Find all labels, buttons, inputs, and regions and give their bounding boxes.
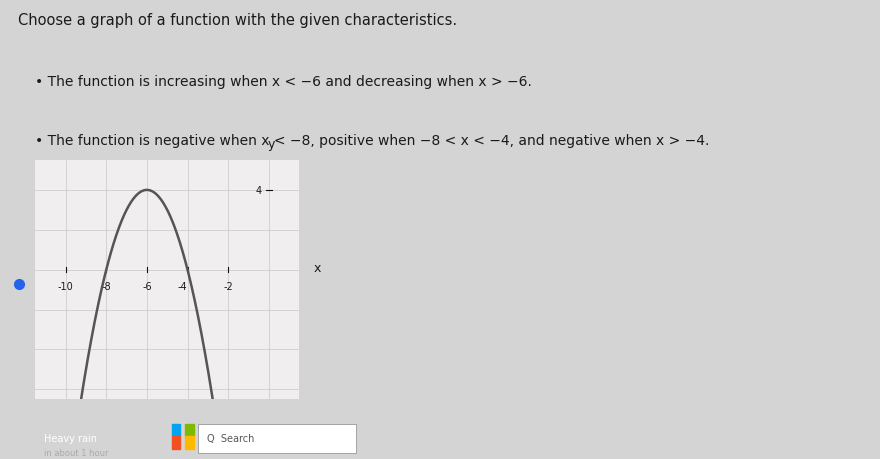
Text: -2: -2 <box>224 281 233 291</box>
Text: -8: -8 <box>101 281 111 291</box>
Bar <box>172 424 180 436</box>
Bar <box>185 424 194 436</box>
Text: Choose a graph of a function with the given characteristics.: Choose a graph of a function with the gi… <box>18 12 457 28</box>
Text: 4: 4 <box>255 185 261 196</box>
Text: -4: -4 <box>178 281 187 291</box>
Text: x: x <box>313 262 321 274</box>
Bar <box>172 436 180 449</box>
Text: • The function is increasing when x < −6 and decreasing when x > −6.: • The function is increasing when x < −6… <box>35 75 532 89</box>
Text: y: y <box>268 138 275 151</box>
Text: -6: -6 <box>142 281 151 291</box>
Text: Q  Search: Q Search <box>207 433 254 443</box>
Bar <box>198 424 356 453</box>
Text: -10: -10 <box>58 281 74 291</box>
Text: Heavy rain: Heavy rain <box>44 433 97 443</box>
Text: in about 1 hour: in about 1 hour <box>44 448 108 457</box>
Text: • The function is negative when x < −8, positive when −8 < x < −4, and negative : • The function is negative when x < −8, … <box>35 134 709 148</box>
Bar <box>185 436 194 449</box>
